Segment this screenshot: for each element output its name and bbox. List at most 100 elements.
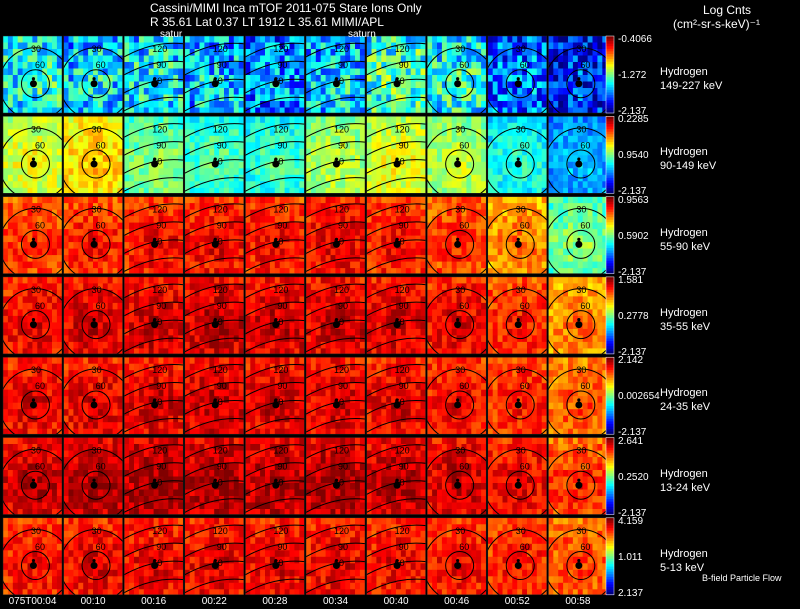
- contour-line: [366, 498, 426, 513]
- saturn-marker-dot: [213, 558, 217, 563]
- sky-image-panel: 30 60: [487, 116, 548, 194]
- colorbar-swatch: [606, 172, 614, 176]
- saturn-marker-dot: [456, 318, 460, 322]
- colorbar-swatch: [606, 294, 614, 298]
- contour-label: 60: [334, 478, 344, 488]
- pixel-field: 30 60: [548, 36, 608, 113]
- panel-border: [123, 356, 184, 435]
- colorbar-min-label: -2.137: [618, 507, 647, 519]
- contour-label: 60: [459, 381, 469, 391]
- contour-label: 90: [217, 140, 227, 150]
- colorbar-swatch: [606, 253, 614, 257]
- sky-image-panel: 30 60: [2, 35, 63, 114]
- panel-border: [63, 356, 123, 435]
- contour-line: [427, 47, 487, 113]
- colorbar-swatch: [606, 486, 614, 490]
- contour-label: 60: [395, 76, 405, 86]
- sky-image-panel: 30 60: [63, 437, 123, 515]
- saturn-marker-dot: [31, 478, 36, 482]
- contour-line: [366, 382, 426, 397]
- contour-label: 60: [96, 462, 106, 472]
- contour-line: [124, 364, 184, 379]
- contour-label: 60: [334, 156, 344, 166]
- colorbar-swatch: [606, 341, 614, 345]
- energy-label: 13-24 keV: [660, 481, 711, 494]
- saturn-marker-dot: [516, 77, 520, 81]
- pixel-field: 30 60: [548, 276, 608, 354]
- energy-row-6: 30 60 30 60 120 90 60 120 90 60 120 90 60 120 90 60 120 9…: [2, 517, 608, 596]
- contour-line: [366, 123, 426, 138]
- contour-label: 120: [213, 124, 228, 134]
- colorbar-swatch: [606, 100, 614, 104]
- contour-line: [306, 141, 365, 156]
- colorbar-mid-label: 0.002654: [618, 391, 660, 403]
- saturn-marker: [454, 321, 462, 329]
- time-tick-label: 00:58: [565, 596, 591, 607]
- contour-line: [306, 444, 365, 459]
- colorbar-swatch: [606, 180, 614, 184]
- pixel-field: 30 60: [3, 276, 62, 354]
- colorbar-swatch: [606, 235, 614, 239]
- colorbar-swatch: [606, 134, 614, 138]
- colorbar-swatch: [606, 473, 614, 477]
- sky-image-panel: 120 90 60: [366, 196, 426, 274]
- colorbar-swatch: [606, 222, 614, 226]
- colorbar-swatch: [606, 511, 614, 515]
- colorbar-swatch: [606, 43, 614, 47]
- contour-label: 90: [399, 301, 409, 311]
- species-label: Hydrogen: [660, 306, 708, 319]
- contour-line: [124, 221, 184, 237]
- colorbar-swatch: [606, 525, 614, 529]
- contour-label: 90: [338, 221, 348, 231]
- saturn-marker-dot: [577, 77, 581, 81]
- colorbar-swatch: [606, 170, 614, 174]
- log-counts-label: Log Cnts: [703, 3, 752, 17]
- colorbar-swatch: [606, 558, 614, 562]
- saturn-marker: [332, 80, 340, 88]
- saturn-marker-dot: [31, 237, 36, 241]
- contour-label: 60: [152, 558, 162, 568]
- pixel-field: 120 90 60: [184, 517, 244, 595]
- colorbar-swatch: [606, 110, 614, 114]
- colorbar: [605, 276, 615, 355]
- contour-label: 60: [273, 397, 283, 407]
- sky-image-panel: 120 90 60: [245, 276, 305, 355]
- contour-label: 30: [31, 205, 41, 215]
- saturn-marker-dot: [92, 157, 96, 161]
- colorbar-swatch: [606, 41, 614, 45]
- saturn-marker-dot: [516, 398, 520, 402]
- colorbar-swatch: [606, 367, 614, 371]
- pixel-field: 30 60: [63, 437, 123, 515]
- sky-image-panel: 30 60: [426, 116, 487, 194]
- saturn-marker: [454, 80, 462, 88]
- colorbar-swatch: [606, 116, 614, 120]
- contour-label: 60: [580, 60, 590, 70]
- panel-border: [2, 356, 63, 435]
- colorbar-swatch: [606, 136, 614, 140]
- contour-line: [487, 368, 547, 435]
- contour-line: [566, 149, 596, 179]
- colorbar-swatch: [606, 232, 614, 236]
- pixel-field: 30 60: [548, 116, 608, 194]
- saturn-label-1: satur: [160, 29, 183, 40]
- contour-line: [306, 498, 365, 513]
- panel-border: [63, 35, 123, 114]
- saturn-marker-dot: [516, 478, 520, 482]
- contour-label: 120: [273, 526, 288, 536]
- contour-line: [184, 418, 244, 433]
- energy-row-0: 30 60 30 60 120 90 60 120 90 60 120 90 60 120 90 60 120 9…: [2, 35, 608, 114]
- colorbar-swatch: [606, 546, 614, 550]
- header-subtitle: R 35.61 Lat 0.37 LT 1912 L 35.61 MIMI/AP…: [150, 15, 384, 29]
- saturn-marker: [211, 80, 219, 88]
- contour-line: [445, 229, 475, 259]
- contour-label: 60: [213, 558, 223, 568]
- colorbar-swatch: [606, 147, 614, 151]
- pixel-field: 120 90 60: [184, 36, 244, 113]
- colorbar-swatch: [606, 493, 614, 498]
- contour-line: [81, 390, 111, 420]
- contour-line: [20, 229, 50, 259]
- contour-label: 90: [277, 301, 287, 311]
- pixel-field: 30 60: [548, 517, 608, 595]
- colorbar-swatch: [606, 92, 614, 96]
- time-tick-label: 00:40: [383, 596, 409, 607]
